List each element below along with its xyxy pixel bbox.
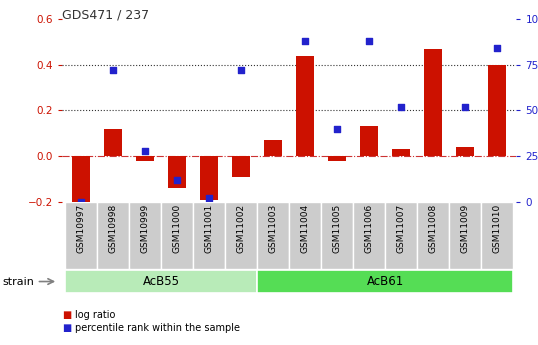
FancyBboxPatch shape — [225, 202, 257, 269]
Point — [173, 177, 181, 183]
Point — [109, 67, 117, 73]
Bar — [360, 126, 378, 156]
Text: GSM11005: GSM11005 — [332, 204, 342, 253]
Bar — [392, 149, 410, 156]
Text: GSM10997: GSM10997 — [76, 204, 86, 253]
FancyBboxPatch shape — [417, 202, 449, 269]
FancyBboxPatch shape — [321, 202, 353, 269]
FancyBboxPatch shape — [353, 202, 385, 269]
Text: ■: ■ — [62, 324, 71, 333]
FancyBboxPatch shape — [289, 202, 321, 269]
Text: GSM10998: GSM10998 — [109, 204, 118, 253]
Point — [205, 195, 214, 201]
Bar — [168, 156, 186, 188]
Bar — [264, 140, 282, 156]
Text: GSM10999: GSM10999 — [140, 204, 150, 253]
Point — [493, 46, 501, 51]
Point — [397, 104, 406, 109]
FancyBboxPatch shape — [193, 202, 225, 269]
Text: AcB61: AcB61 — [366, 275, 404, 288]
Bar — [72, 156, 90, 204]
Text: GSM11000: GSM11000 — [173, 204, 182, 253]
Text: GSM11009: GSM11009 — [461, 204, 470, 253]
Bar — [136, 156, 154, 161]
Text: GSM11006: GSM11006 — [365, 204, 374, 253]
FancyBboxPatch shape — [129, 202, 161, 269]
Point — [333, 126, 342, 131]
Bar — [424, 49, 442, 156]
Text: GSM11002: GSM11002 — [237, 204, 246, 253]
FancyBboxPatch shape — [482, 202, 513, 269]
Text: log ratio: log ratio — [75, 310, 116, 319]
FancyBboxPatch shape — [257, 202, 289, 269]
Text: GSM11003: GSM11003 — [268, 204, 278, 253]
FancyBboxPatch shape — [385, 202, 417, 269]
Bar — [232, 156, 250, 177]
Text: percentile rank within the sample: percentile rank within the sample — [75, 324, 240, 333]
Point — [237, 67, 245, 73]
FancyBboxPatch shape — [257, 270, 513, 293]
Point — [77, 199, 86, 205]
Point — [365, 38, 373, 44]
Text: AcB55: AcB55 — [143, 275, 180, 288]
Text: strain: strain — [3, 277, 34, 286]
Bar — [456, 147, 474, 156]
FancyBboxPatch shape — [449, 202, 482, 269]
Point — [141, 148, 150, 154]
Text: GSM11004: GSM11004 — [301, 204, 310, 253]
Text: GDS471 / 237: GDS471 / 237 — [62, 9, 149, 22]
FancyBboxPatch shape — [161, 202, 193, 269]
Text: GSM11001: GSM11001 — [204, 204, 214, 253]
Text: GSM11008: GSM11008 — [429, 204, 438, 253]
Text: GSM11010: GSM11010 — [493, 204, 502, 253]
Text: ■: ■ — [62, 310, 71, 319]
Bar — [200, 156, 218, 199]
Bar — [328, 156, 346, 161]
Text: GSM11007: GSM11007 — [397, 204, 406, 253]
Bar — [296, 56, 314, 156]
FancyBboxPatch shape — [65, 202, 97, 269]
Point — [301, 38, 309, 44]
FancyBboxPatch shape — [97, 202, 129, 269]
Bar — [489, 65, 506, 156]
Bar — [104, 129, 122, 156]
FancyBboxPatch shape — [65, 270, 257, 293]
Point — [461, 104, 470, 109]
